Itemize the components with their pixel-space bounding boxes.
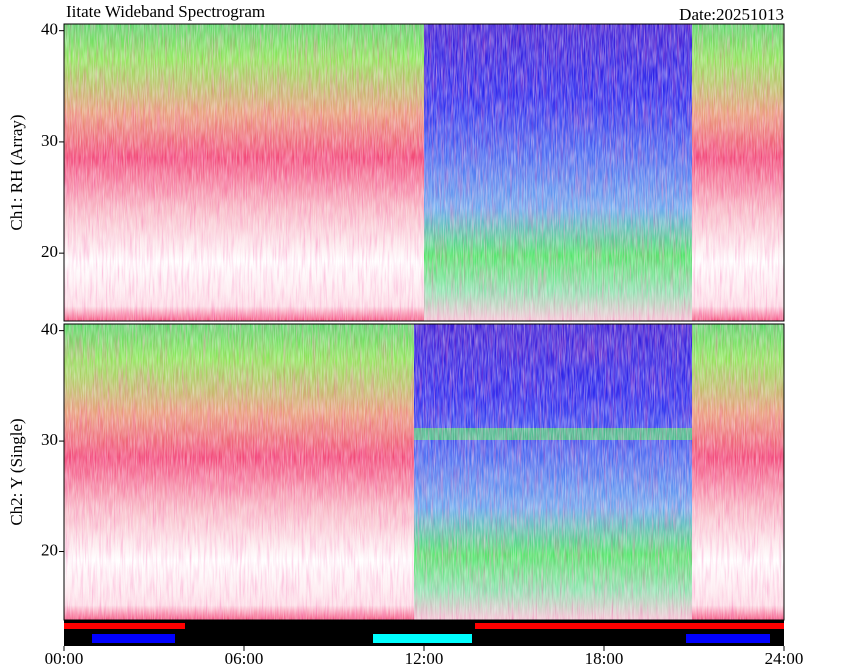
y-axis-label: Ch1: RH (Array)	[7, 114, 26, 230]
panel-2-image	[64, 324, 784, 620]
y-tick-label: 20	[41, 540, 58, 559]
chart-title: Iitate Wideband Spectrogram	[66, 2, 265, 21]
panel-1-image	[64, 24, 784, 321]
x-tick-label: 18:00	[585, 649, 624, 668]
panel-2-frame	[63, 323, 785, 621]
x-tick-label: 06:00	[225, 649, 264, 668]
y-tick-label: 40	[41, 320, 58, 339]
y-tick-label: 30	[41, 131, 58, 150]
status-bar	[64, 620, 784, 646]
y-tick-label: 20	[41, 242, 58, 261]
y-axis-label: Ch2: Y (Single)	[7, 418, 26, 525]
x-tick-label: 00:00	[45, 649, 84, 668]
date-label: Date:20251013	[679, 5, 784, 24]
panel-1-frame	[63, 23, 785, 322]
y-tick-label: 40	[41, 20, 58, 39]
y-tick-label: 30	[41, 430, 58, 449]
x-tick-label: 12:00	[405, 649, 444, 668]
x-tick-label: 24:00	[765, 649, 804, 668]
